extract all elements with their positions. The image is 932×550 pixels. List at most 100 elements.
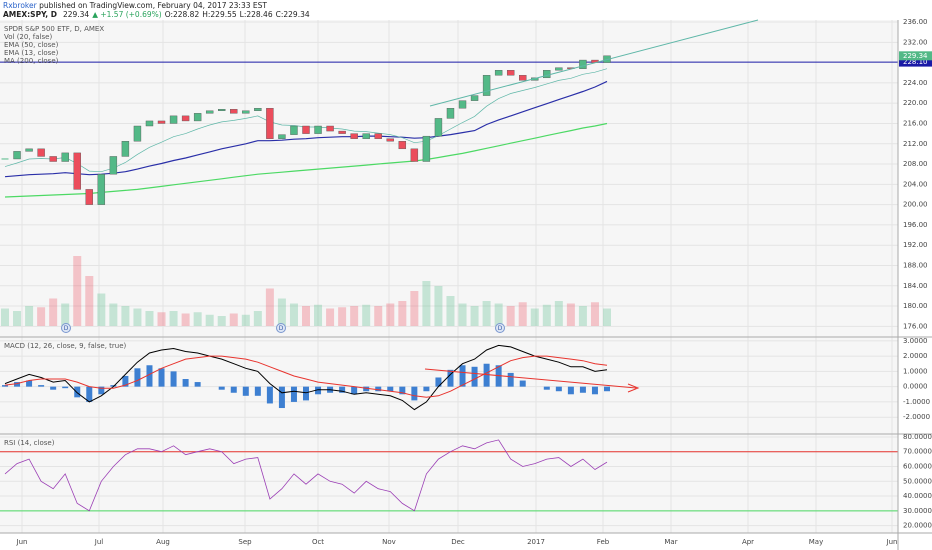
- histogram-bar: [303, 386, 309, 401]
- candle: [25, 148, 33, 152]
- y-tick-label: -2.0000: [903, 413, 930, 421]
- y-tick-label: 192.00: [903, 241, 928, 249]
- event-marker: [61, 323, 71, 333]
- y-tick-label: -1.0000: [903, 398, 930, 406]
- pane-title: SPDR S&P 500 ETF, D, AMEX: [4, 25, 104, 33]
- y-tick-label: 216.00: [903, 119, 928, 127]
- candle: [121, 141, 130, 157]
- candle: [193, 113, 202, 122]
- histogram-bar: [519, 380, 526, 387]
- author[interactable]: Rxbroker: [3, 1, 38, 10]
- line: [4, 80, 608, 178]
- y-tick-label: 236.00: [903, 18, 928, 26]
- candle: [398, 141, 407, 150]
- volume-bar: [73, 256, 82, 326]
- candle: [169, 115, 178, 124]
- low: L:228.46: [240, 10, 273, 19]
- histogram-bar: [567, 386, 574, 395]
- volume-bar: [121, 306, 130, 326]
- candle: [145, 120, 154, 127]
- volume-bar: [578, 306, 587, 326]
- arrow-head: [627, 383, 640, 393]
- volume-bar: [61, 303, 70, 326]
- histogram-bar: [86, 386, 93, 402]
- candle: [579, 59, 587, 69]
- candle: [434, 118, 443, 137]
- volume-bar: [470, 306, 479, 326]
- histogram-bar: [363, 386, 370, 392]
- y-tick-label: 220.00: [903, 99, 928, 107]
- last-price-label: 229.34: [903, 52, 928, 60]
- plot-background: [0, 20, 898, 533]
- histogram-bar: [604, 386, 610, 392]
- histogram-bar: [218, 386, 225, 390]
- y-tick-label: 50.0000: [903, 477, 932, 485]
- histogram-bar: [38, 385, 45, 387]
- candle: [470, 95, 479, 101]
- histogram-bar: [375, 386, 382, 392]
- x-tick-label: Sep: [238, 538, 252, 546]
- histogram-bar: [146, 365, 153, 387]
- volume-bar: [422, 281, 431, 326]
- histogram-bar: [387, 386, 394, 392]
- volume-bar: [566, 303, 575, 326]
- volume-bar: [1, 308, 9, 326]
- histogram-bar: [50, 386, 57, 390]
- x-tick-label: Aug: [156, 538, 170, 546]
- candle: [205, 110, 214, 114]
- y-tick-label: 30.0000: [903, 507, 932, 515]
- y-tick-label: 20.0000: [903, 522, 932, 530]
- volume-bar: [302, 306, 310, 326]
- y-tick-label: 3.0000: [903, 337, 928, 345]
- candle: [338, 130, 346, 134]
- y-tick-label: 2.0000: [903, 352, 928, 360]
- marks: [0, 55, 898, 512]
- x-tick-label: Mar: [664, 538, 677, 546]
- volume-bar: [530, 308, 539, 326]
- pane-title: MACD (12, 26, close, 9, false, true): [4, 342, 127, 350]
- candle: [482, 75, 491, 96]
- volume-bar: [374, 306, 383, 326]
- histogram-bar: [26, 380, 33, 387]
- legend-entry: Vol (20, false): [4, 33, 52, 41]
- x-tick-label: 2017: [527, 538, 545, 546]
- hline-label-box: [899, 57, 932, 67]
- candle: [109, 156, 118, 175]
- volume-bar: [169, 311, 178, 326]
- volume-bar: [434, 286, 443, 326]
- volume-bar: [49, 298, 58, 326]
- histogram-bar: [62, 386, 69, 389]
- x-tick-label: May: [809, 538, 823, 546]
- candle: [181, 115, 190, 122]
- trend-line: [429, 19, 759, 107]
- x-tick-label: Jun: [886, 538, 898, 546]
- volume-bar: [241, 314, 250, 326]
- histogram-bar: [351, 386, 358, 395]
- line: [4, 344, 608, 411]
- y-tick-label: 60.0000: [903, 463, 932, 471]
- y-tick-label: 232.00: [903, 38, 928, 46]
- volume-bar: [314, 304, 323, 326]
- event-label: D: [64, 325, 69, 332]
- x-tick-label: Feb: [597, 538, 610, 546]
- candle: [73, 152, 81, 190]
- y-tick-label: 196.00: [903, 221, 928, 229]
- histogram-bar: [170, 371, 177, 387]
- x-tick-label: Nov: [382, 538, 396, 546]
- y-tick-label: 0.0000: [903, 383, 928, 391]
- histogram-bar: [254, 386, 261, 396]
- volume-bar: [97, 293, 106, 326]
- y-tick-label: 212.00: [903, 140, 928, 148]
- histogram-bar: [543, 386, 550, 390]
- histogram-bar: [555, 386, 562, 392]
- histogram-bar: [339, 386, 346, 393]
- volume-bar: [13, 311, 22, 326]
- histogram-bar: [315, 386, 322, 395]
- candle: [133, 125, 142, 142]
- volume-bar: [603, 308, 611, 326]
- candle: [254, 108, 262, 111]
- candle: [410, 148, 419, 162]
- line: [4, 355, 608, 398]
- histogram-bar: [483, 363, 490, 387]
